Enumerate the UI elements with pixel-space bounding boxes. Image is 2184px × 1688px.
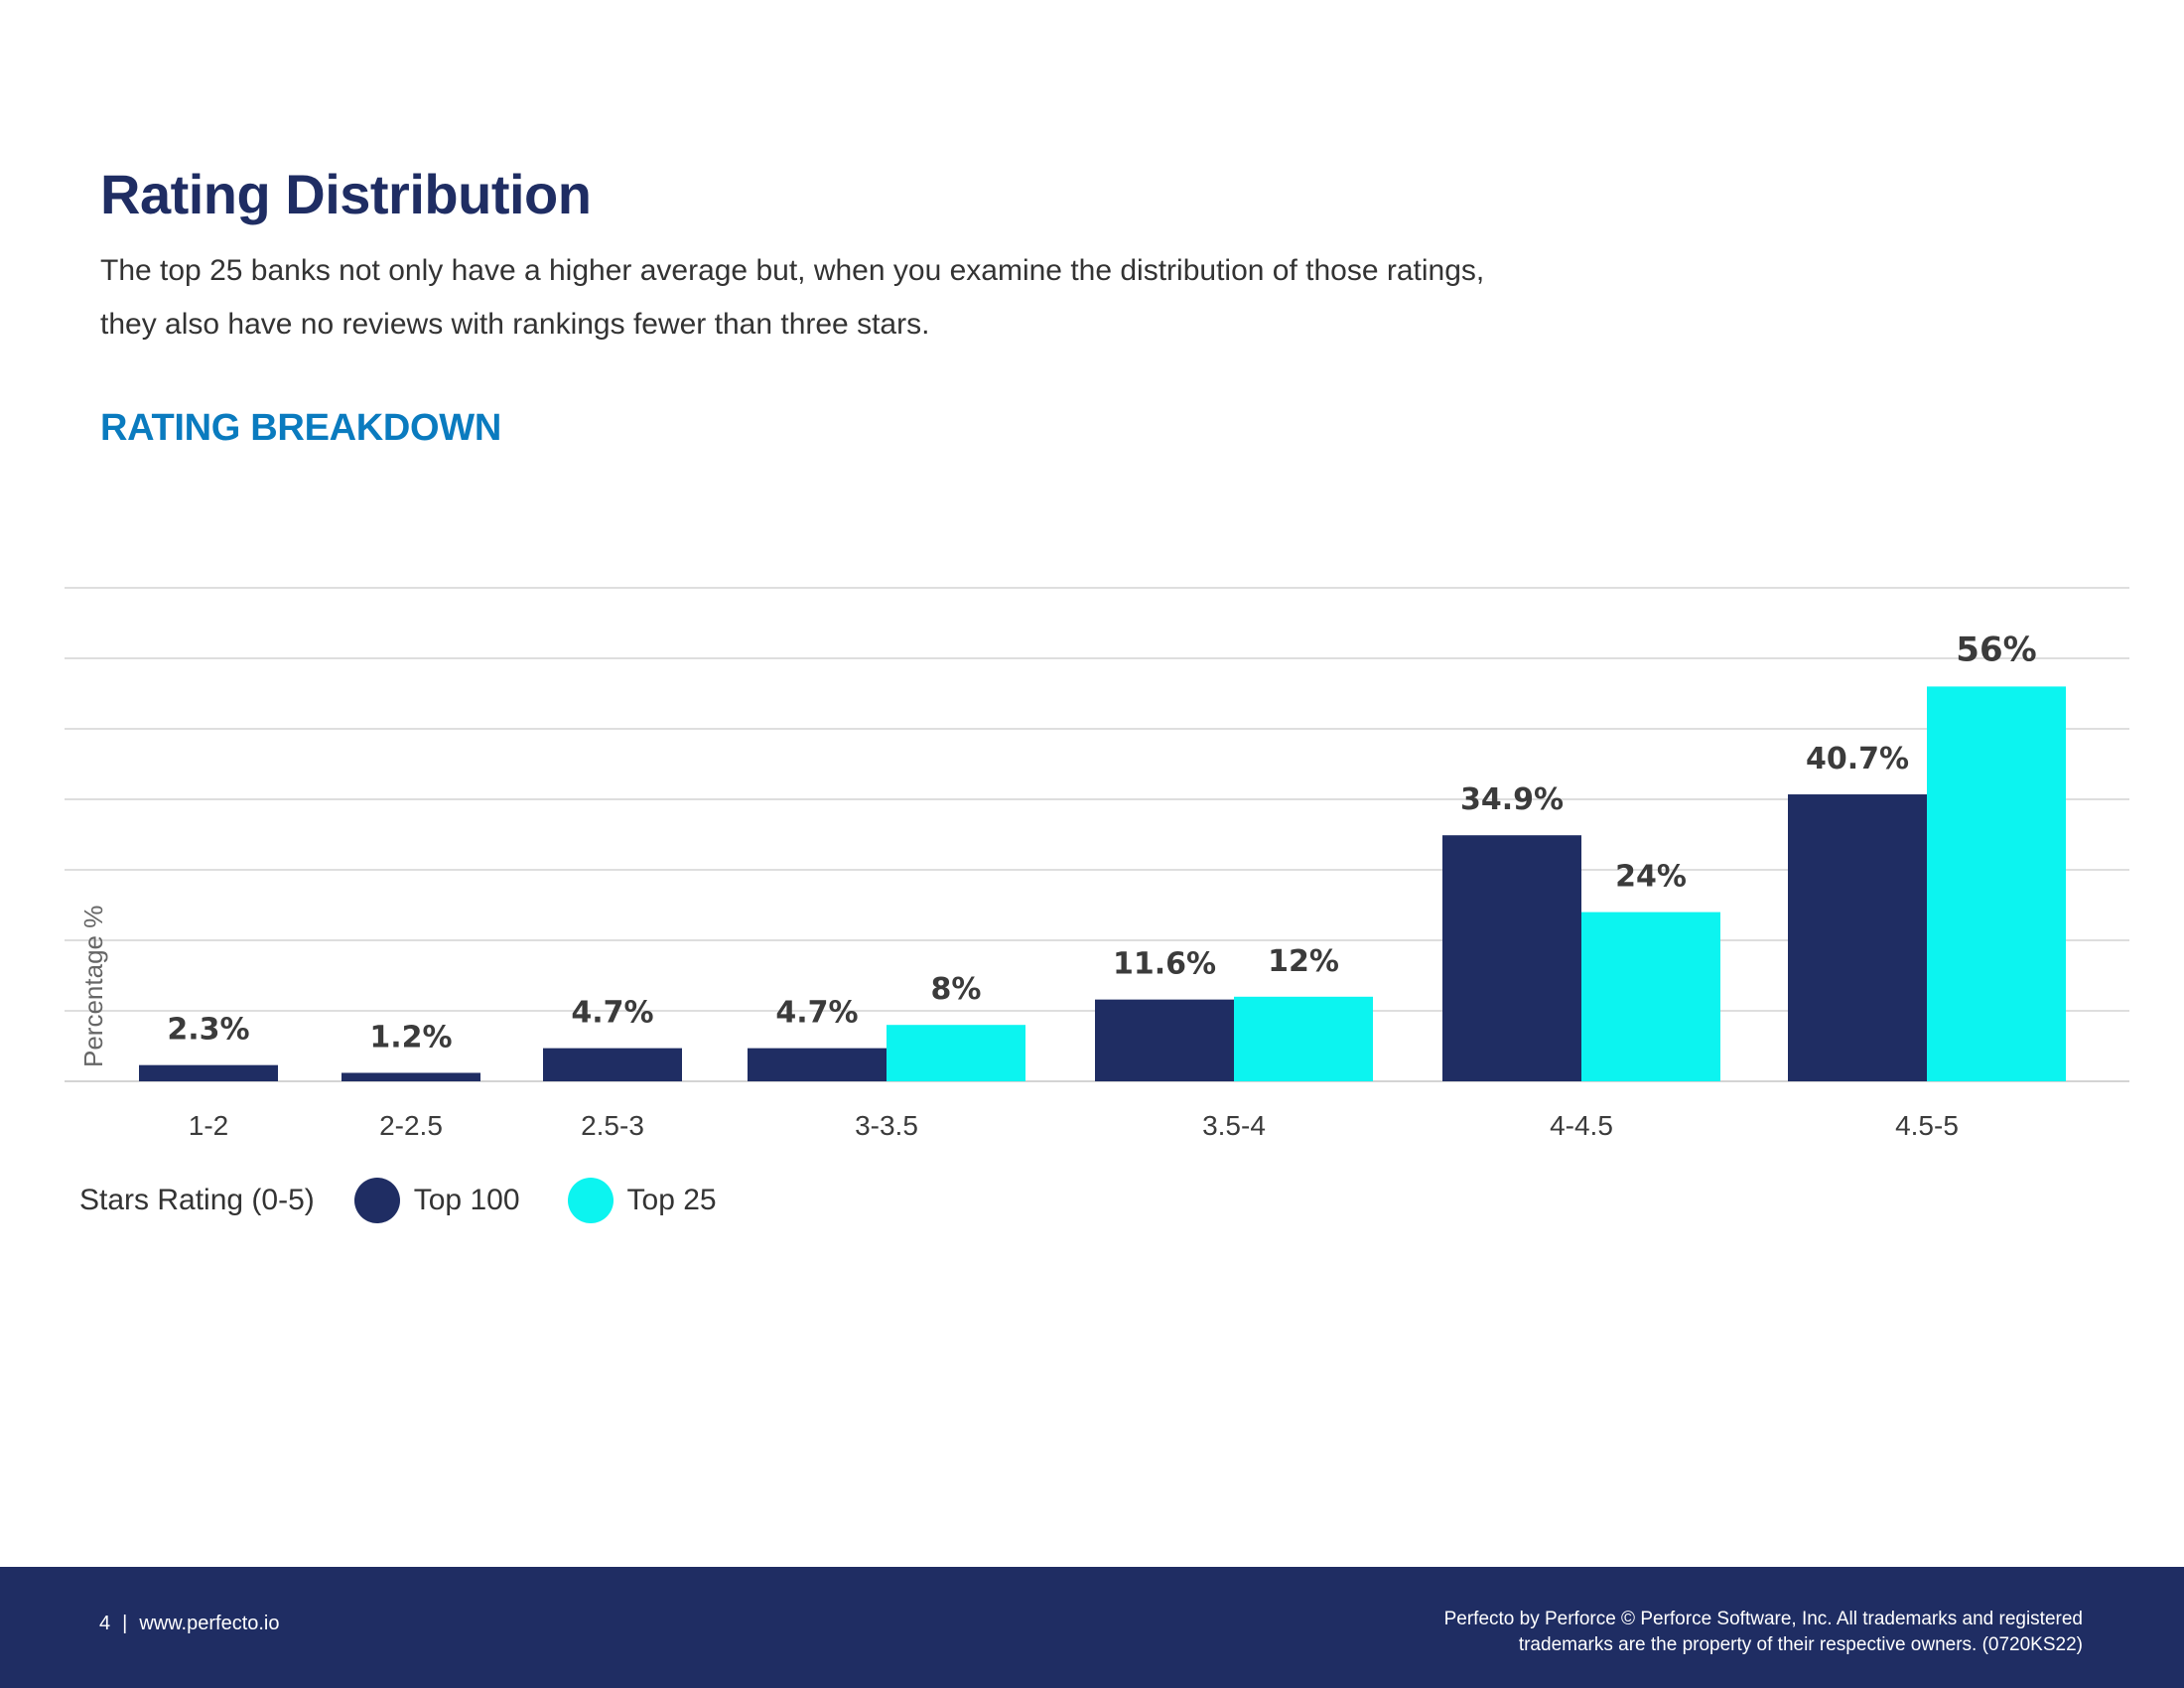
page-title: Rating Distribution — [100, 163, 592, 225]
page-number: 4 — [99, 1613, 111, 1634]
data-label-top-100-1-2: 2.3% — [167, 1013, 249, 1048]
copyright-line-2: trademarks are the property of their res… — [1518, 1634, 2083, 1655]
bar-top-100-1-2 — [139, 1064, 278, 1081]
chart-heading: RATING BREAKDOWN — [100, 407, 502, 449]
chart-legend: Stars Rating (0-5) Top 100 Top 25 — [79, 1176, 764, 1225]
data-label-top-100-2-5-3: 4.7% — [571, 996, 653, 1031]
page-intro: The top 25 banks not only have a higher … — [100, 244, 1649, 352]
x-tick-label-4-5-5: 4.5-5 — [1895, 1110, 1959, 1141]
chart-data-labels: 2.3% 1.2% 4.7% 4.7% 8% 11.6% 12% 34.9% 24% 40.7% 5… — [167, 630, 2036, 1055]
legend-item-top-25: Top 25 — [567, 1178, 717, 1223]
x-tick-label-3-5-4: 3.5-4 — [1202, 1110, 1266, 1141]
bar-top-100-3-3-5 — [748, 1048, 887, 1081]
footer-page-info: 4 | www.perfecto.io — [99, 1613, 280, 1635]
bar-top-25-4-4-5 — [1581, 912, 1720, 1081]
copyright-line-1: Perfecto by Perforce © Perforce Software… — [1443, 1609, 2083, 1629]
legend-title: Stars Rating (0-5) — [79, 1184, 315, 1216]
x-tick-label-4-4-5: 4-4.5 — [1550, 1110, 1613, 1141]
bar-top-100-4-5-5 — [1788, 794, 1927, 1081]
footer-separator: | — [122, 1613, 128, 1634]
y-axis-label: Percentage % — [78, 906, 108, 1067]
data-label-top-100-3-3-5: 4.7% — [775, 996, 858, 1031]
data-label-top-25-4-5-5: 56% — [1956, 630, 2036, 669]
bar-top-100-4-4-5 — [1442, 835, 1581, 1081]
data-label-top-100-4-4-5: 34.9% — [1460, 782, 1564, 817]
data-label-top-25-4-4-5: 24% — [1615, 860, 1687, 895]
bar-top-100-2-5-3 — [543, 1048, 682, 1081]
legend-swatch-top-100 — [353, 1178, 400, 1223]
x-tick-label-2-2-5: 2-2.5 — [379, 1110, 443, 1141]
bar-top-25-4-5-5 — [1927, 686, 2066, 1081]
chart-bars — [139, 686, 2066, 1081]
page-footer: 4 | www.perfecto.io Perfecto by Perforce… — [0, 1567, 2184, 1688]
data-label-top-100-4-5-5: 40.7% — [1806, 742, 1909, 776]
x-tick-label-1-2: 1-2 — [189, 1110, 228, 1141]
legend-item-top-100: Top 100 — [353, 1178, 520, 1223]
legend-swatch-top-25 — [567, 1178, 614, 1223]
legend-label-top-25: Top 25 — [626, 1184, 717, 1216]
x-tick-label-2-5-3: 2.5-3 — [581, 1110, 644, 1141]
x-tick-label-3-3-5: 3-3.5 — [855, 1110, 918, 1141]
bar-top-25-3-5-4 — [1234, 996, 1373, 1081]
intro-line-2: they also have no reviews with rankings … — [100, 308, 930, 341]
bar-top-100-3-5-4 — [1095, 999, 1234, 1081]
chart-x-tick-labels: 1-2 2-2.5 2.5-3 3-3.5 3.5-4 4-4.5 4.5-5 — [189, 1110, 1959, 1141]
rating-breakdown-chart: Percentage % 2.3% 1.2% 4.7% 4.7% 8% 11.6% 12% 3… — [65, 587, 2129, 1141]
footer-copyright: Perfecto by Perforce © Perforce Software… — [1189, 1607, 2083, 1658]
data-label-top-100-3-5-4: 11.6% — [1113, 947, 1216, 982]
legend-label-top-100: Top 100 — [413, 1184, 520, 1216]
data-label-top-25-3-3-5: 8% — [931, 972, 982, 1007]
bar-top-25-3-3-5 — [887, 1025, 1025, 1081]
data-label-top-25-3-5-4: 12% — [1268, 944, 1339, 979]
website-link[interactable]: www.perfecto.io — [139, 1613, 280, 1634]
intro-line-1: The top 25 banks not only have a higher … — [100, 254, 1485, 287]
data-label-top-100-2-2-5: 1.2% — [369, 1020, 452, 1055]
bar-top-100-2-2-5 — [341, 1072, 480, 1081]
